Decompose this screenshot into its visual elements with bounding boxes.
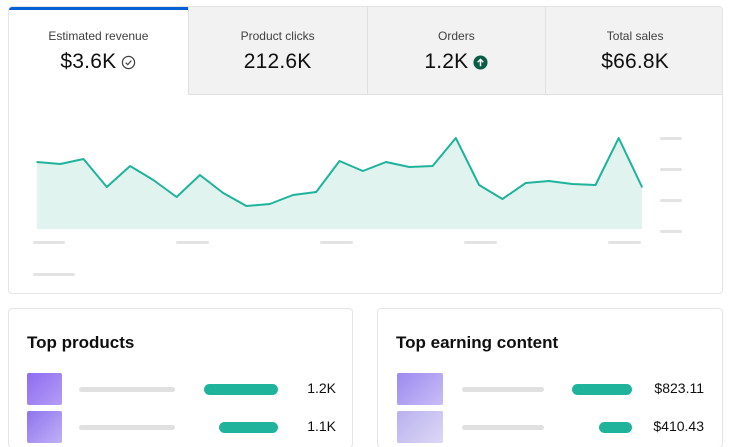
x-tick-placeholder: [464, 241, 497, 244]
tab-orders[interactable]: Orders 1.2K: [366, 7, 546, 95]
tab-value: $66.8K: [601, 50, 669, 73]
x-tick-placeholder: [608, 241, 641, 244]
chart-area: [37, 138, 642, 229]
chart-point: [245, 205, 248, 207]
title-placeholder: [79, 425, 175, 430]
revenue-chart: [33, 137, 682, 276]
chart-point: [268, 203, 271, 205]
chart-point: [385, 161, 387, 163]
chart-point: [129, 165, 131, 167]
chart-point: [524, 182, 527, 184]
y-tick-placeholder: [660, 230, 682, 233]
row-value: $823.11: [654, 380, 704, 396]
list-item[interactable]: $823.11: [396, 373, 706, 405]
chart-point: [617, 137, 620, 139]
product-thumbnail: [27, 411, 62, 443]
chart-point: [59, 163, 62, 165]
title-placeholder: [79, 387, 175, 392]
chart-point: [641, 186, 643, 188]
metric-tabs: Estimated revenue $3.6K Product clicks 2…: [9, 7, 722, 95]
product-thumbnail: [27, 373, 62, 405]
chart-point: [36, 161, 38, 163]
chart-point: [175, 196, 178, 198]
tab-value: 1.2K: [424, 50, 469, 73]
chart-point: [199, 174, 201, 176]
chart-point: [292, 194, 294, 196]
tab-value: $3.6K: [60, 50, 117, 73]
x-tick-placeholder: [33, 241, 65, 244]
tab-label: Total sales: [606, 29, 664, 43]
list-item[interactable]: 1.2K: [27, 373, 337, 405]
content-thumbnail: [397, 373, 443, 405]
share-bar: [599, 422, 632, 433]
share-bar: [572, 384, 632, 395]
arrow-up-circle-icon: [473, 54, 488, 70]
row-value: $410.43: [653, 418, 704, 434]
tab-label: Estimated revenue: [48, 29, 149, 43]
x-tick-placeholder: [320, 241, 353, 244]
chart-point: [548, 180, 550, 182]
panel-title: Top products: [27, 333, 135, 352]
chart-point: [571, 183, 573, 185]
panel-title: Top earning content: [396, 333, 559, 352]
chart-point: [82, 158, 85, 160]
tab-product-clicks[interactable]: Product clicks 212.6K: [187, 7, 367, 95]
y-tick-placeholder: [660, 199, 682, 202]
tab-label: Orders: [438, 29, 475, 43]
chart-point: [478, 184, 480, 186]
chart-point: [455, 137, 457, 139]
chart-point: [222, 192, 224, 194]
list-item[interactable]: 1.1K: [27, 411, 337, 443]
chart-point: [152, 179, 155, 181]
x-tick-placeholder: [176, 241, 209, 244]
chart-point: [408, 166, 411, 168]
share-bar: [219, 422, 278, 433]
chart-point: [338, 160, 341, 162]
chart-point: [501, 198, 504, 200]
title-placeholder: [462, 425, 544, 430]
title-placeholder: [462, 387, 544, 392]
share-bar: [204, 384, 278, 395]
x-tick-placeholder: [33, 273, 75, 276]
row-value: 1.2K: [307, 380, 336, 396]
chart-point: [431, 165, 434, 167]
tab-total-sales[interactable]: Total sales $66.8K: [545, 7, 722, 95]
tab-estimated-revenue[interactable]: Estimated revenue $3.6K: [9, 7, 188, 95]
top-earning-content-panel: Top earning content $823.11 $410.43: [377, 308, 723, 447]
analytics-card: Estimated revenue $3.6K Product clicks 2…: [8, 6, 723, 294]
chart-point: [315, 191, 318, 193]
y-tick-placeholder: [660, 137, 682, 140]
content-thumbnail: [397, 411, 443, 443]
chart-point: [594, 184, 597, 186]
list-item[interactable]: $410.43: [396, 411, 706, 443]
check-circle-icon: [122, 55, 136, 69]
row-value: 1.1K: [307, 418, 336, 434]
tab-value: 212.6K: [243, 50, 312, 73]
tab-label: Product clicks: [240, 29, 315, 43]
y-tick-placeholder: [660, 168, 682, 171]
top-products-panel: Top products 1.2K 1.1K: [8, 308, 353, 447]
chart-point: [106, 186, 108, 188]
chart-point: [361, 170, 364, 172]
